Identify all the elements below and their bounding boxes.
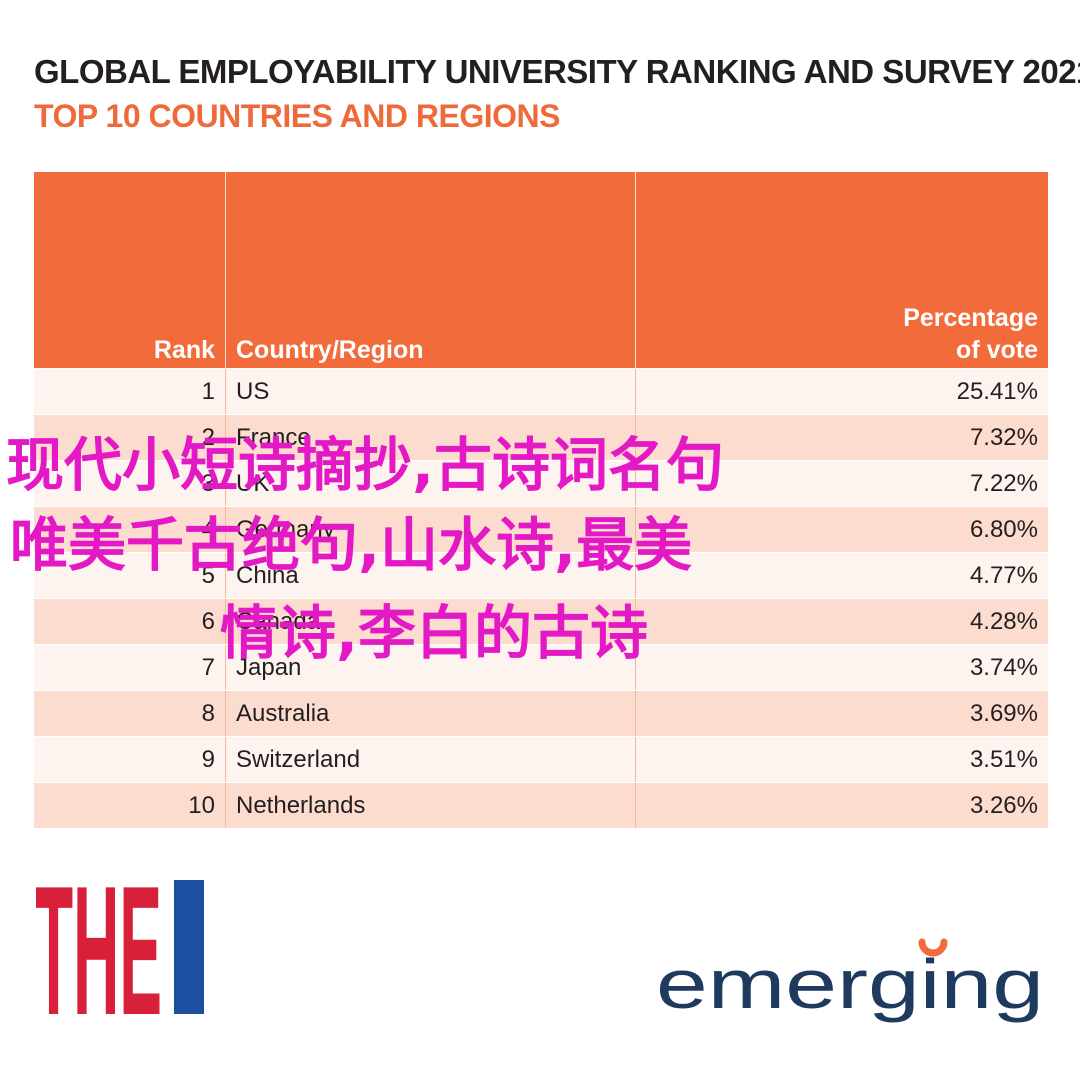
rank-cell: 3: [34, 461, 226, 506]
country-cell: France: [226, 415, 636, 460]
percentage-cell: 7.32%: [969, 424, 1038, 451]
percentage-cell: 3.74%: [969, 654, 1038, 681]
country-cell: UK: [226, 461, 636, 506]
overlay-text-line-1: 现代小短诗摘抄,古诗词名句: [6, 431, 725, 499]
table-header: Rank Country/Region Percentage of vote: [34, 172, 1048, 368]
rank-cell: 1: [34, 369, 226, 414]
country-cell: Japan: [226, 645, 636, 690]
percentage-cell: 4.28%: [969, 608, 1038, 635]
rank-cell: 2: [34, 415, 226, 460]
the-logo-bar: [174, 880, 204, 1014]
percentage-cell: 3.26%: [969, 792, 1038, 819]
emerging-logo-text: emerging: [656, 945, 1044, 1023]
percentage-cell: 7.22%: [969, 470, 1038, 497]
table-row: 4 Germany 6.80%: [34, 506, 1048, 552]
table-row: 3 UK 7.22%: [34, 460, 1048, 506]
chart-subtitle: TOP 10 COUNTRIES AND REGIONS: [34, 98, 560, 134]
header-rank-label: Rank: [153, 336, 215, 364]
rank-cell: 6: [34, 599, 226, 644]
percentage-cell: 6.80%: [969, 516, 1038, 543]
country-cell: Germany: [226, 507, 636, 552]
percentage-cell: 3.51%: [969, 746, 1038, 773]
emerging-logo: emerging: [656, 938, 1048, 1053]
the-logo-text: THE: [36, 880, 162, 1014]
percentage-cell: 4.77%: [969, 562, 1038, 589]
country-cell: Netherlands: [226, 783, 636, 828]
table-row: 10 Netherlands 3.26%: [34, 782, 1048, 828]
header-country: Country/Region: [226, 172, 636, 368]
country-cell: Canada: [226, 599, 636, 644]
header-rank: Rank: [34, 172, 226, 368]
table-row: 8 Australia 3.69%: [34, 690, 1048, 736]
country-cell: China: [226, 553, 636, 598]
country-cell: Switzerland: [226, 737, 636, 782]
overlay-text-line-3: 情诗,李白的古诗: [220, 599, 649, 667]
percentage-cell: 3.69%: [969, 700, 1038, 727]
ranking-table: Rank Country/Region Percentage of vote 1…: [34, 172, 1048, 832]
header-percentage: Percentage of vote: [636, 172, 1048, 368]
the-logo: THE: [34, 847, 204, 1053]
table-row: 6 Canada 4.28%: [34, 598, 1048, 644]
country-cell: US: [226, 369, 636, 414]
header-percentage-line1: Percentage: [903, 304, 1038, 332]
rank-cell: 9: [34, 737, 226, 782]
percentage-cell: 25.41%: [956, 378, 1038, 405]
rank-cell: 8: [34, 691, 226, 736]
chart-title: GLOBAL EMPLOYABILITY UNIVERSITY RANKING …: [34, 53, 1080, 90]
rank-cell: 10: [34, 783, 226, 828]
table-row: 9 Switzerland 3.51%: [34, 736, 1048, 782]
table-row: 7 Japan 3.74%: [34, 644, 1048, 690]
rank-cell: 5: [34, 553, 226, 598]
emerging-accent-icon: [918, 938, 948, 957]
rank-cell: 7: [34, 645, 226, 690]
header-country-label: Country/Region: [236, 336, 424, 364]
table-body: 1 US 25.41% 2 France 7.32% 3 UK 7.22% 4 Germany 6.8…: [34, 368, 1048, 828]
header-percentage-line2: of vote: [956, 336, 1038, 364]
table-row: 5 China 4.77%: [34, 552, 1048, 598]
overlay-text-line-2: 唯美千古绝句,山水诗,最美: [10, 511, 693, 579]
rank-cell: 4: [34, 507, 226, 552]
country-cell: Australia: [226, 691, 636, 736]
table-row: 1 US 25.41%: [34, 368, 1048, 414]
table-row: 2 France 7.32%: [34, 414, 1048, 460]
